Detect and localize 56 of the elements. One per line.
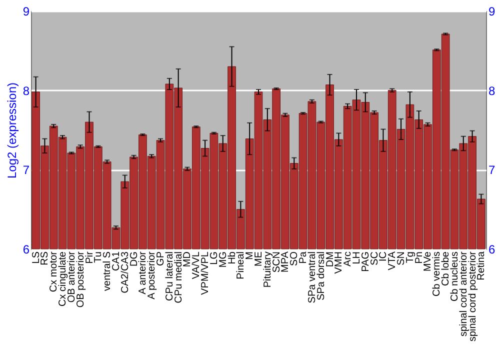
x-tick-label: ventral S — [102, 251, 114, 291]
x-tick-label: LS — [30, 251, 42, 264]
x-tick-label: Hb — [226, 251, 238, 264]
x-tick-label: LH — [351, 252, 362, 264]
x-tick-label: SPa ventral — [306, 252, 318, 304]
x-tick-label: M — [244, 252, 256, 260]
x-tick-label: Cb lobe — [440, 251, 452, 286]
x-tick-label: Pituitary — [262, 252, 274, 288]
x-tick-label: VMH — [334, 252, 345, 274]
y2-tick-label: 9 — [488, 4, 496, 18]
y2-tick-label: 6 — [488, 242, 496, 256]
x-tick-label: Tg — [404, 252, 416, 264]
x-tick-label: OB posterior — [75, 250, 86, 308]
x-tick-label: CPu medial — [173, 252, 184, 304]
y-tick-label: 9 — [22, 4, 30, 18]
x-tick-label: spinal cord anterior — [458, 250, 470, 337]
x-tick-label: RS — [40, 251, 51, 266]
x-tick-label: Pir — [84, 250, 96, 264]
y2-tick-label: 7 — [488, 163, 496, 178]
x-tick-label: VPM/VPL — [200, 251, 212, 295]
x-tick-label: GP — [156, 251, 167, 266]
x-tick-label: DG — [128, 251, 140, 266]
x-tick-label: MPA — [280, 251, 292, 272]
x-tick-label: PAG — [360, 251, 372, 272]
x-tick-label: A anterior — [138, 250, 149, 294]
x-tick-label: Retina — [476, 251, 488, 280]
y-tick-label: 6 — [22, 242, 30, 256]
x-tick-label: SO — [289, 251, 300, 266]
x-tick-label: CA1 — [110, 251, 122, 271]
x-tick-label: MVe — [422, 251, 434, 272]
x-tick-label: SN — [396, 252, 408, 266]
x-tick-label: LG — [208, 251, 220, 265]
y-tick-label: 8 — [22, 84, 30, 98]
x-tick-label: VTA — [387, 251, 398, 270]
x-tick-label: OB anterior — [66, 250, 78, 303]
x-tick-label: MG — [218, 251, 229, 268]
x-tick-label: spinal cord posterior — [467, 250, 478, 342]
x-tick-label: Tu — [93, 252, 104, 263]
y-axis-title: Log2 (expression) — [4, 82, 19, 179]
y-tick-label: 7 — [22, 163, 30, 178]
x-tick-label: Cx cingulate — [58, 251, 69, 307]
y2-tick-label: 8 — [488, 84, 496, 98]
x-tick-label: SCN — [271, 252, 282, 273]
x-tick-label: Cb nucleus — [449, 252, 460, 302]
x-tick-label: CA2/CA3 — [120, 251, 131, 294]
x-tick-label: Pn — [414, 252, 425, 264]
x-tick-label: Arc — [342, 252, 354, 266]
x-tick-label: SC — [369, 252, 380, 266]
x-tick-label: IC — [378, 252, 390, 262]
x-tick-label: ME — [254, 251, 264, 266]
x-tick-label: DM — [324, 252, 336, 268]
x-tick-label: Pa — [298, 251, 310, 264]
x-tick-label: SPa dorsal — [316, 252, 327, 300]
x-tick-label: Pineal — [236, 252, 247, 280]
x-tick-label: A posterior — [146, 250, 158, 300]
x-tick-label: CPu lateral — [164, 252, 176, 301]
